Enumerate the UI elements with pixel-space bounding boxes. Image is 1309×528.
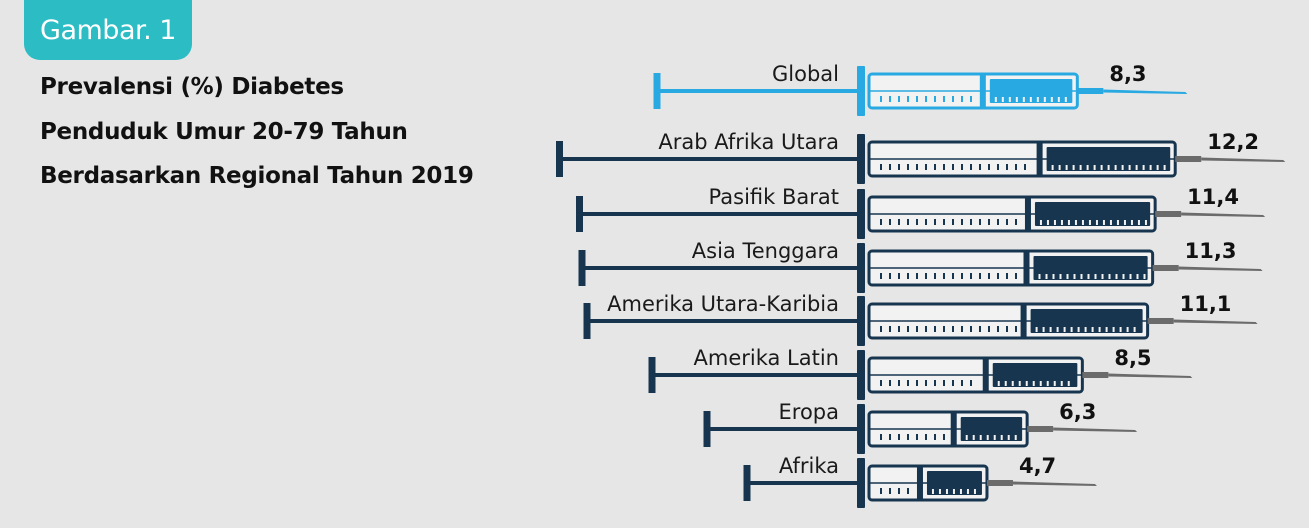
plunger-thumb-rest (648, 357, 656, 393)
syringe-bar-0: Global 8,3 (653, 62, 1188, 116)
syringe-needle (1108, 373, 1193, 378)
figure-badge: Gambar. 1 (24, 0, 192, 60)
plunger-thumb-rest (583, 303, 591, 339)
syringe-bar-7: Afrika 4,7 (743, 454, 1097, 508)
plunger-stopper (1024, 197, 1031, 231)
syringe-needle (1178, 266, 1263, 271)
syringe-bar-4: Amerika Utara-Karibia 11,1 (583, 292, 1258, 346)
syringe-flange (857, 404, 865, 454)
chart-title-line-3: Berdasarkan Regional Tahun 2019 (40, 163, 474, 189)
plunger-stopper (1023, 251, 1030, 285)
plunger-stopper (1036, 142, 1043, 176)
value-label: 8,3 (1109, 62, 1146, 86)
plunger-rod (561, 157, 861, 161)
category-label: Pasifik Barat (709, 185, 839, 209)
syringe-flange (857, 134, 865, 184)
plunger-stopper (1020, 304, 1027, 338)
syringe-nozzle (1175, 156, 1202, 162)
plunger-thumb-rest (576, 196, 583, 232)
category-label: Amerika Latin (694, 346, 840, 370)
syringe-needle (1181, 212, 1266, 217)
syringe-liquid (1030, 309, 1143, 333)
value-label: 11,1 (1180, 292, 1232, 316)
syringe-bar-3: Asia Tenggara 11,3 (578, 239, 1263, 293)
syringe-flange (857, 458, 865, 508)
syringe-nozzle (1077, 88, 1104, 94)
syringe-liquid (960, 417, 1023, 441)
syringe-needle (1012, 481, 1097, 486)
syringe-nozzle (1152, 265, 1179, 271)
syringe-liquid (992, 363, 1078, 387)
plunger-rod (588, 319, 861, 323)
plunger-rod (658, 89, 861, 93)
syringe-flange (857, 66, 865, 116)
category-label: Afrika (779, 454, 839, 478)
syringe-nozzle (1147, 318, 1174, 324)
syringe-liquid (1033, 256, 1148, 280)
syringe-liquid (1034, 202, 1151, 226)
syringe-nozzle (1082, 372, 1109, 378)
category-label: Arab Afrika Utara (658, 130, 839, 154)
category-label: Eropa (779, 400, 840, 424)
syringe-flange (857, 243, 865, 293)
syringe-nozzle (1027, 426, 1054, 432)
syringe-needle (1201, 157, 1286, 162)
plunger-stopper (982, 358, 989, 392)
syringe-bar-1: Arab Afrika Utara 12,2 (556, 130, 1286, 184)
plunger-rod (583, 266, 861, 270)
value-label: 12,2 (1207, 130, 1259, 154)
plunger-thumb-rest (578, 250, 586, 286)
plunger-stopper (916, 466, 923, 500)
plunger-thumb-rest (743, 465, 751, 501)
chart-title-line-1: Prevalensi (%) Diabetes (40, 74, 344, 100)
plunger-thumb-rest (556, 141, 563, 177)
syringe-nozzle (1155, 211, 1182, 217)
syringe-nozzle (986, 480, 1013, 486)
syringe-liquid (1046, 147, 1171, 171)
plunger-thumb-rest (653, 73, 661, 109)
plunger-rod (708, 427, 861, 431)
value-label: 11,3 (1185, 239, 1237, 263)
plunger-rod (653, 373, 861, 377)
value-label: 6,3 (1059, 400, 1096, 424)
plunger-rod (581, 212, 861, 216)
syringe-bar-5: Amerika Latin 8,5 (648, 346, 1193, 400)
syringe-bar-2: Pasifik Barat 11,4 (576, 185, 1266, 239)
syringe-flange (857, 296, 865, 346)
value-label: 11,4 (1187, 185, 1239, 209)
category-label: Global (772, 62, 839, 86)
syringe-bar-6: Eropa 6,3 (703, 400, 1138, 454)
category-label: Amerika Utara-Karibia (607, 292, 839, 316)
plunger-stopper (979, 74, 986, 108)
plunger-rod (748, 481, 861, 485)
plunger-stopper (950, 412, 957, 446)
syringe-needle (1053, 427, 1138, 432)
chart-title-line-2: Penduduk Umur 20-79 Tahun (40, 119, 408, 145)
category-label: Asia Tenggara (692, 239, 839, 263)
syringe-flange (857, 350, 865, 400)
syringe-needle (1173, 319, 1258, 324)
value-label: 4,7 (1019, 454, 1056, 478)
syringe-flange (857, 189, 865, 239)
value-label: 8,5 (1114, 346, 1151, 370)
plunger-thumb-rest (703, 411, 711, 447)
syringe-needle (1103, 89, 1188, 94)
